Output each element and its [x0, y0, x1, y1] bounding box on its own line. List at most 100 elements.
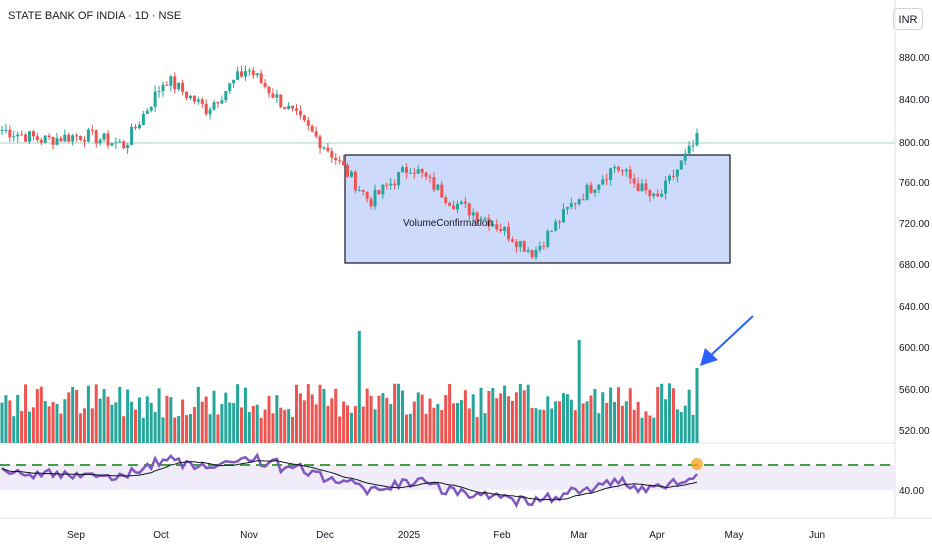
candle-body: [24, 134, 28, 142]
volume-bar: [412, 401, 416, 443]
volume-bar: [510, 400, 514, 443]
price-label: 760.00: [899, 178, 930, 189]
candle-body: [361, 190, 365, 192]
candle-body: [200, 99, 204, 104]
candle-body: [55, 138, 59, 145]
price-label: 840.00: [899, 95, 930, 106]
candle-body: [432, 177, 436, 190]
time-label: Jun: [809, 530, 825, 541]
candle-body: [47, 135, 51, 137]
candle-body: [569, 203, 573, 208]
volume-bar: [90, 408, 94, 443]
candle-body: [561, 208, 565, 223]
volume-bar: [597, 413, 601, 443]
candle-body: [224, 91, 228, 101]
time-label: May: [725, 530, 744, 541]
volume-bar: [220, 404, 224, 443]
volume-bar: [640, 417, 644, 443]
candle-body: [157, 91, 161, 93]
volume-bar: [318, 384, 322, 443]
candle-body: [90, 129, 94, 131]
candle-body: [196, 99, 200, 102]
volume-bar: [475, 417, 479, 443]
candle-body: [287, 105, 291, 110]
volume-bar: [126, 389, 130, 443]
candle-body: [71, 135, 75, 142]
volume-bar: [377, 395, 381, 443]
candle-body: [597, 184, 601, 190]
candle-body: [679, 160, 683, 170]
candle-body: [463, 201, 467, 204]
candle-body: [334, 157, 338, 161]
volume-bar: [251, 405, 255, 443]
volume-bar: [479, 387, 483, 443]
volume-bar: [122, 416, 126, 443]
volume-bar: [636, 401, 640, 443]
volume-bar: [24, 384, 28, 443]
volume-bar: [4, 395, 8, 443]
volume-bar: [428, 398, 432, 443]
candle-body: [106, 133, 110, 146]
volume-bar: [208, 414, 212, 443]
candle-body: [616, 167, 620, 171]
volume-bar: [216, 414, 220, 443]
volume-bar: [397, 383, 401, 443]
volume-bar: [181, 399, 185, 443]
candle-body: [601, 179, 605, 185]
volume-bar: [569, 399, 573, 443]
volume-bar: [675, 409, 679, 443]
volume-bar: [314, 404, 318, 443]
candle-body: [192, 95, 196, 102]
rsi-band: [0, 465, 895, 490]
candle-body: [212, 102, 216, 110]
candle-body: [110, 143, 114, 146]
currency-button[interactable]: INR: [893, 8, 923, 30]
volume-bar: [149, 402, 153, 443]
candle-body: [67, 134, 71, 142]
candle-body: [534, 249, 538, 258]
candle-body: [526, 250, 530, 252]
volume-bar: [267, 395, 271, 443]
consolidation-box[interactable]: [344, 154, 731, 264]
volume-bar: [558, 401, 562, 443]
candle-body: [259, 73, 263, 83]
candle-body: [514, 241, 518, 248]
volume-bar: [114, 402, 118, 443]
volume-bar: [577, 340, 581, 443]
price-label: 640.00: [899, 302, 930, 313]
price-axis[interactable]: 880.00 840.00 800.00 760.00 720.00 680.0…: [899, 53, 930, 497]
candle-body: [169, 76, 173, 86]
rsi-axis-label: 40.00: [899, 486, 924, 497]
candle-body: [31, 131, 35, 137]
candle-body: [404, 167, 408, 173]
time-label: Sep: [67, 530, 85, 541]
candle-body: [16, 134, 20, 137]
candle-body: [377, 190, 381, 195]
candle-body: [342, 160, 346, 166]
volume-bar: [463, 390, 467, 443]
candle-body: [412, 172, 416, 174]
volume-bar: [338, 416, 342, 443]
volume-bar: [185, 415, 189, 443]
time-label: 2025: [398, 530, 421, 541]
candle-body: [518, 241, 522, 248]
candle-body: [310, 125, 314, 132]
candle-body: [455, 203, 459, 210]
volume-bar: [224, 392, 228, 443]
volume-bar: [507, 396, 511, 443]
candle-body: [644, 183, 648, 191]
candle-body: [420, 169, 424, 173]
volume-bar: [546, 396, 550, 443]
volume-bar: [130, 401, 134, 443]
candle-body: [483, 218, 487, 220]
candle-body: [585, 184, 589, 200]
candle-body: [98, 139, 102, 144]
candle-body: [118, 141, 122, 143]
time-axis[interactable]: Sep Oct Nov Dec 2025 Feb Mar Apr May Jun: [67, 530, 825, 541]
price-label: 800.00: [899, 138, 930, 149]
rsi-marker: [691, 458, 703, 470]
volume-bar: [561, 393, 565, 443]
candle-body: [416, 169, 420, 174]
